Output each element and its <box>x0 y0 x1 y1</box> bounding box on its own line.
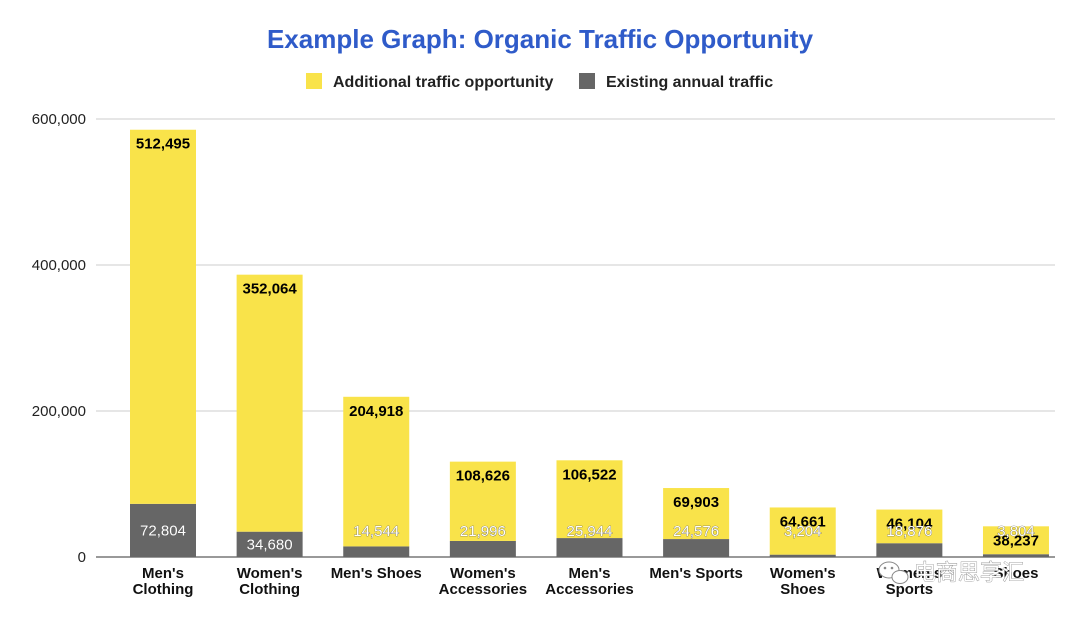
x-category-label: Shoes <box>993 565 1038 582</box>
x-category-label: Clothing <box>133 581 194 598</box>
bar-additional <box>236 274 303 532</box>
x-category-label: Men's Sports <box>649 565 743 582</box>
data-label-existing: 18,876 <box>886 523 932 540</box>
bar-existing <box>449 540 516 557</box>
legend-swatch-additional <box>306 73 322 89</box>
data-label-additional: 38,237 <box>993 532 1039 549</box>
bars: 512,495 72,804 352,064 34,680 204,918 14,544 1… <box>130 129 1049 557</box>
data-label-existing: 21,996 <box>460 523 506 540</box>
data-label-additional: 106,522 <box>562 466 616 483</box>
x-category-label: Women's <box>450 565 516 582</box>
bar-existing <box>130 503 196 557</box>
bar-existing <box>556 538 623 557</box>
y-tick-label: 0 <box>78 549 86 566</box>
bar-additional <box>982 526 1049 555</box>
legend-label-additional: Additional traffic opportunity <box>333 74 554 91</box>
bar-existing <box>876 543 943 557</box>
bar-existing <box>343 546 410 557</box>
bar-additional <box>343 396 410 547</box>
x-category-label: Men's Shoes <box>331 565 422 582</box>
x-category-label: Women's <box>770 565 836 582</box>
y-tick-label: 400,000 <box>32 257 86 274</box>
legend: Additional traffic opportunity Existing … <box>306 73 773 91</box>
x-category-label: Accessories <box>545 581 633 598</box>
data-label-existing: 72,804 <box>140 522 186 539</box>
data-label-existing: 34,680 <box>247 536 293 553</box>
x-category-label: Accessories <box>439 581 527 598</box>
bar-additional <box>130 129 196 504</box>
chart-title: Example Graph: Organic Traffic Opportuni… <box>267 24 814 54</box>
y-tick-label: 200,000 <box>32 403 86 420</box>
watermark: 电商思享汇 <box>878 561 1024 586</box>
x-category-label: Men's <box>142 565 184 582</box>
bar-existing <box>663 539 730 557</box>
legend-swatch-existing <box>579 73 595 89</box>
bar-existing <box>236 531 303 557</box>
data-label-additional: 512,495 <box>136 136 190 153</box>
data-label-existing: 14,544 <box>353 523 399 540</box>
bar-existing <box>982 554 1049 557</box>
bar-additional <box>876 509 943 544</box>
data-label-additional: 64,661 <box>780 513 826 530</box>
y-tick-label: 600,000 <box>32 111 86 128</box>
data-label-existing: 3,204 <box>784 523 822 540</box>
watermark-text: 电商思享汇 <box>914 561 1024 586</box>
data-label-additional: 69,903 <box>673 494 719 511</box>
x-category-label: Women's <box>237 565 303 582</box>
data-label-existing: 3,804 <box>997 523 1035 540</box>
bar-additional <box>556 460 623 539</box>
wechat-icon <box>878 561 909 584</box>
data-label-existing: 24,576 <box>673 523 719 540</box>
bar-additional <box>663 488 730 540</box>
bar-additional <box>769 507 836 555</box>
data-label-existing: 25,944 <box>567 523 613 540</box>
bar-additional <box>449 461 516 541</box>
bar-existing <box>769 554 836 557</box>
x-category-label: Clothing <box>239 581 300 598</box>
data-label-additional: 352,064 <box>243 281 298 298</box>
legend-label-existing: Existing annual traffic <box>606 74 773 91</box>
data-label-additional: 108,626 <box>456 468 510 485</box>
x-category-label: Sports <box>886 581 934 598</box>
x-category-label: Shoes <box>780 581 825 598</box>
x-category-label: Men's <box>569 565 611 582</box>
data-label-additional: 204,918 <box>349 403 403 420</box>
data-label-additional: 46,104 <box>886 516 933 533</box>
y-axis: 0 200,000 400,000 600,000 <box>32 111 86 566</box>
